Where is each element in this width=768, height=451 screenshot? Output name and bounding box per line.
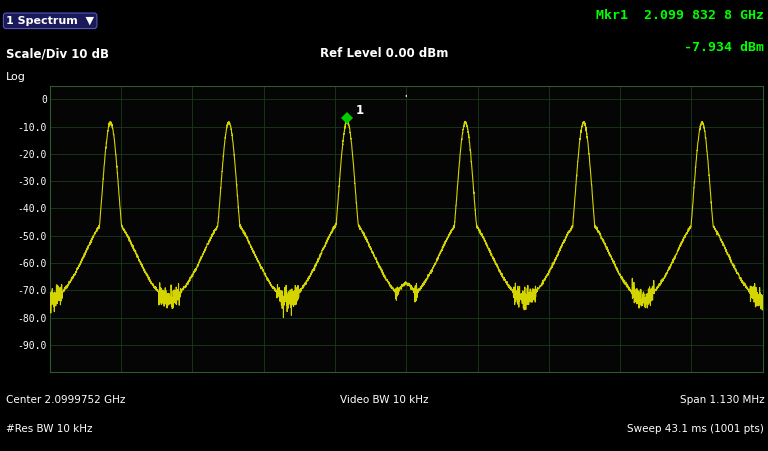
- Text: 1 Spectrum  ▼: 1 Spectrum ▼: [6, 16, 94, 26]
- Text: Log: Log: [6, 72, 26, 82]
- Text: Sweep 43.1 ms (1001 pts): Sweep 43.1 ms (1001 pts): [627, 424, 764, 434]
- Text: Span 1.130 MHz: Span 1.130 MHz: [680, 395, 764, 405]
- Text: Scale/Div 10 dB: Scale/Div 10 dB: [6, 47, 109, 60]
- Text: Ref Level 0.00 dBm: Ref Level 0.00 dBm: [319, 47, 449, 60]
- Text: #Res BW 10 kHz: #Res BW 10 kHz: [6, 424, 93, 434]
- Text: Mkr1  2.099 832 8 GHz: Mkr1 2.099 832 8 GHz: [596, 9, 764, 22]
- Text: 1: 1: [356, 104, 364, 117]
- Text: -7.934 dBm: -7.934 dBm: [684, 41, 764, 54]
- Text: Center 2.0999752 GHz: Center 2.0999752 GHz: [6, 395, 125, 405]
- Text: Video BW 10 kHz: Video BW 10 kHz: [339, 395, 429, 405]
